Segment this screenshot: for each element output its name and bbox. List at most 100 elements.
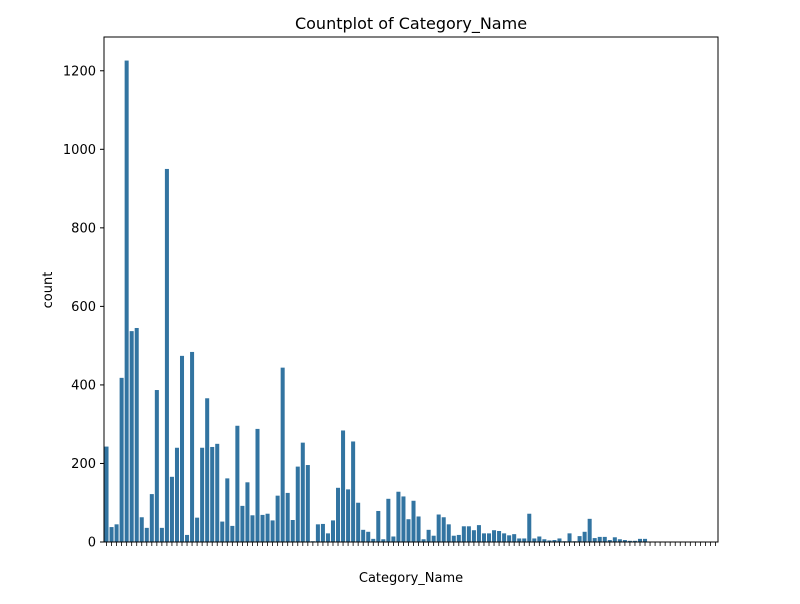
bar	[578, 536, 582, 542]
bar	[588, 519, 592, 542]
bar	[598, 537, 602, 542]
bar	[266, 514, 270, 542]
bar	[487, 533, 491, 542]
y-tick-label: 1200	[63, 64, 96, 79]
y-tick-label: 200	[71, 457, 96, 472]
bar	[245, 482, 249, 542]
bar	[225, 478, 229, 542]
bar	[326, 533, 330, 542]
bar	[386, 499, 390, 542]
bar	[170, 477, 174, 542]
bar	[406, 519, 410, 542]
bar	[185, 535, 189, 542]
bar	[271, 520, 275, 542]
bar	[447, 524, 451, 542]
bar	[593, 538, 597, 542]
bar	[477, 525, 481, 542]
bar	[532, 538, 536, 542]
y-tick-label: 600	[71, 300, 96, 315]
bar	[130, 331, 134, 542]
bar	[432, 536, 436, 542]
bar	[150, 494, 154, 542]
bar	[200, 448, 204, 542]
bar	[568, 533, 572, 542]
y-axis-label: count	[41, 272, 56, 309]
bar	[135, 328, 139, 542]
y-tick-label: 400	[71, 378, 96, 393]
bar	[175, 448, 179, 542]
bar	[603, 537, 607, 542]
y-tick-label: 800	[71, 221, 96, 236]
bar	[210, 447, 214, 542]
bar	[336, 488, 340, 542]
bar	[417, 516, 421, 542]
bar	[240, 506, 244, 542]
bar	[497, 531, 501, 542]
bar	[291, 520, 295, 542]
bar	[482, 533, 486, 542]
bar	[255, 429, 259, 542]
bar	[391, 537, 395, 542]
bar	[306, 465, 310, 542]
bar	[557, 538, 561, 542]
bar	[462, 526, 466, 542]
bar	[396, 492, 400, 542]
bar	[301, 443, 305, 542]
bar	[321, 524, 325, 542]
bar	[105, 447, 109, 542]
bar	[261, 515, 265, 542]
bar	[296, 467, 300, 542]
bar	[316, 524, 320, 542]
bar	[250, 515, 254, 542]
bar	[155, 390, 159, 542]
bar	[286, 493, 290, 542]
bar	[205, 398, 209, 542]
bar	[401, 496, 405, 542]
bar	[457, 535, 461, 542]
bar	[120, 378, 124, 542]
chart-title: Countplot of Category_Name	[295, 14, 527, 34]
bar	[427, 530, 431, 542]
bar	[442, 517, 446, 542]
bar	[281, 368, 285, 542]
bar	[492, 530, 496, 542]
bar	[366, 532, 370, 542]
bar	[215, 444, 219, 542]
bar	[437, 515, 441, 542]
bar	[230, 526, 234, 542]
bar	[160, 528, 164, 542]
bar	[507, 535, 511, 542]
bar	[145, 528, 149, 542]
bar	[512, 534, 516, 542]
bar	[613, 537, 617, 542]
bar	[527, 514, 531, 542]
bar	[180, 356, 184, 542]
bar	[110, 527, 114, 542]
bar	[140, 517, 144, 542]
bar	[467, 526, 471, 542]
x-axis-label: Category_Name	[359, 571, 463, 586]
bar	[537, 537, 541, 542]
bar	[452, 536, 456, 542]
bar	[235, 426, 239, 542]
bar	[356, 503, 360, 542]
bar	[412, 501, 416, 542]
bar	[165, 169, 169, 542]
bar	[331, 520, 335, 542]
bar	[125, 61, 129, 542]
bar	[502, 533, 506, 542]
bar	[190, 352, 194, 542]
bar	[220, 522, 224, 542]
bar	[583, 532, 587, 542]
bar	[341, 430, 345, 542]
y-tick-label: 0	[88, 536, 96, 551]
bar	[472, 530, 476, 542]
bar	[522, 538, 526, 542]
bar	[346, 489, 350, 542]
bar	[195, 518, 199, 542]
bar	[517, 538, 521, 542]
bar	[115, 524, 119, 542]
bar	[376, 511, 380, 542]
